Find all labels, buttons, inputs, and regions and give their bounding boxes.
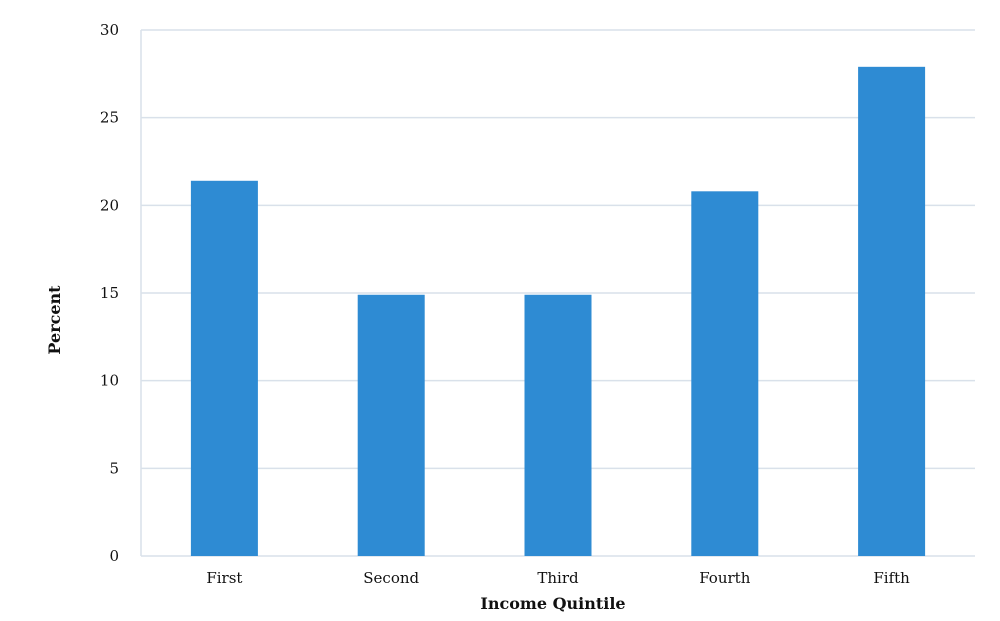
bar-first	[190, 180, 258, 556]
y-tick-label: 0	[109, 547, 119, 565]
y-tick-label: 15	[100, 284, 119, 302]
y-tick-label: 20	[100, 196, 119, 214]
y-tick-label: 10	[100, 372, 119, 390]
bars	[190, 66, 926, 556]
x-tick-label: Fifth	[873, 569, 910, 587]
bar-second	[357, 294, 425, 556]
y-tick-label: 25	[100, 109, 119, 127]
bar-third	[524, 294, 592, 556]
y-tick-labels: 0 5 10 15 20 25 30	[100, 21, 119, 565]
y-axis-title: Percent	[45, 285, 64, 355]
y-tick-label: 30	[100, 21, 119, 39]
x-tick-label: Fourth	[699, 569, 750, 587]
bar-fourth	[691, 191, 759, 556]
y-tick-label: 5	[109, 459, 119, 477]
x-tick-label: Second	[363, 569, 419, 587]
x-axis-title: Income Quintile	[480, 594, 625, 613]
x-tick-labels: First Second Third Fourth Fifth	[206, 569, 910, 587]
x-tick-label: First	[206, 569, 242, 587]
x-tick-label: Third	[537, 569, 579, 587]
bar-fifth	[858, 66, 926, 556]
